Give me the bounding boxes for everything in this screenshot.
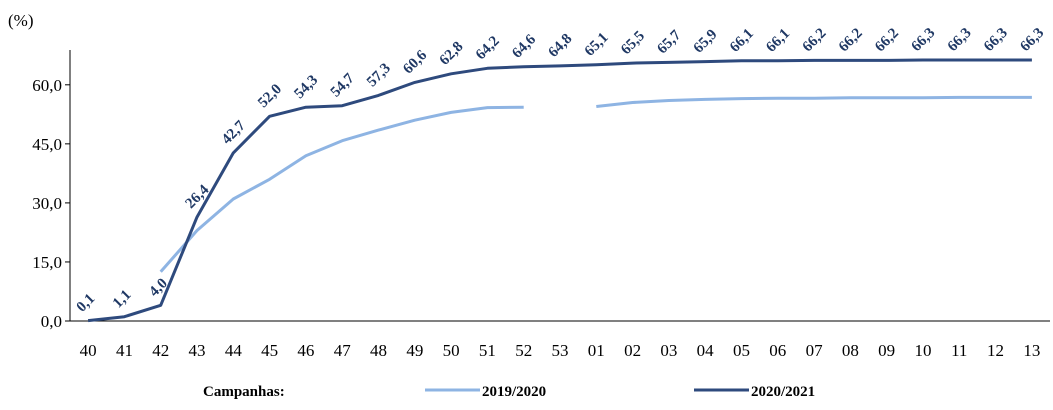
data-label: 60,6 [400, 47, 430, 77]
legend-label: 2020/2021 [751, 384, 815, 400]
x-tick-label: 49 [406, 341, 423, 360]
x-tick-label: 50 [443, 341, 460, 360]
x-tick-label: 51 [479, 341, 496, 360]
data-label: 66,3 [1017, 25, 1047, 55]
series-line-2019-2020 [159, 105, 524, 273]
data-label: 1,1 [110, 287, 135, 312]
data-label: 66,3 [908, 25, 938, 55]
x-tick-label: 13 [1023, 341, 1040, 360]
x-tick-label: 01 [588, 341, 605, 360]
y-axis-unit-label: (%) [8, 11, 33, 30]
x-tick-label: 10 [914, 341, 931, 360]
x-tick-label: 04 [697, 341, 715, 360]
data-labels: 0,1 1,1 4,026,442,752,0 54,3 54,7 57,3 60,6 62,… [74, 25, 1048, 315]
data-label: 65,5 [618, 28, 648, 58]
x-tick-label: 08 [842, 341, 859, 360]
data-label: 65,9 [691, 27, 721, 57]
x-axis-ticks: 40 41 42 43 44 45 46 47 48 49 50 51 52 53 01 02 03 04 05 06… [80, 341, 1041, 360]
data-label: 66,2 [872, 25, 902, 55]
x-tick-label: 09 [878, 341, 895, 360]
data-label: 65,1 [582, 30, 612, 60]
x-tick-label: 43 [189, 341, 206, 360]
legend-title: Campanhas: [203, 384, 285, 400]
x-tick-label: 02 [624, 341, 641, 360]
series-layer [87, 58, 1032, 323]
data-label: 4,0 [146, 276, 171, 301]
series-line-2020-2021 [87, 58, 1032, 323]
series-line-2019-2020 [596, 95, 1032, 108]
x-tick-label: 44 [225, 341, 243, 360]
data-label: 0,1 [74, 291, 99, 316]
x-tick-label: 47 [334, 341, 352, 360]
x-tick-label: 12 [987, 341, 1004, 360]
data-label: 66,2 [836, 25, 866, 55]
x-tick-label: 42 [152, 341, 169, 360]
x-tick-label: 03 [660, 341, 677, 360]
y-tick-label: 0,0 [41, 312, 62, 331]
data-label: 66,1 [727, 26, 757, 56]
x-tick-label: 07 [806, 341, 824, 360]
y-tick-label: 15,0 [32, 253, 62, 272]
legend: Campanhas: 2019/2020 2020/2021 [203, 384, 815, 400]
x-tick-label: 52 [515, 341, 532, 360]
data-label: 54,7 [328, 70, 358, 100]
data-label: 54,3 [291, 72, 321, 102]
x-tick-label: 40 [80, 341, 97, 360]
data-label: 57,3 [364, 60, 394, 90]
data-label: 64,6 [509, 31, 539, 61]
data-label: 64,8 [546, 31, 576, 61]
data-label: 62,8 [437, 39, 467, 69]
legend-label: 2019/2020 [482, 384, 546, 400]
data-label: 66,1 [763, 26, 793, 56]
data-label: 66,2 [800, 25, 830, 55]
x-tick-label: 06 [769, 341, 786, 360]
data-label: 26,4 [183, 182, 213, 212]
x-tick-label: 05 [733, 341, 750, 360]
data-label: 66,3 [945, 25, 975, 55]
y-tick-label: 60,0 [32, 76, 62, 95]
x-tick-label: 46 [297, 341, 314, 360]
y-tick-label: 30,0 [32, 194, 62, 213]
data-label: 64,2 [473, 33, 503, 63]
data-label: 52,0 [255, 81, 285, 111]
y-axis-ticks: 0,0 15,0 30,0 45,0 60,0 [32, 76, 70, 331]
data-label: 65,7 [654, 27, 684, 57]
x-tick-label: 11 [951, 341, 967, 360]
x-tick-label: 45 [261, 341, 278, 360]
x-tick-label: 48 [370, 341, 387, 360]
x-tick-label: 53 [552, 341, 569, 360]
x-tick-label: 41 [116, 341, 133, 360]
y-tick-label: 45,0 [32, 135, 62, 154]
axes [69, 50, 1050, 322]
data-label: 66,3 [981, 25, 1011, 55]
